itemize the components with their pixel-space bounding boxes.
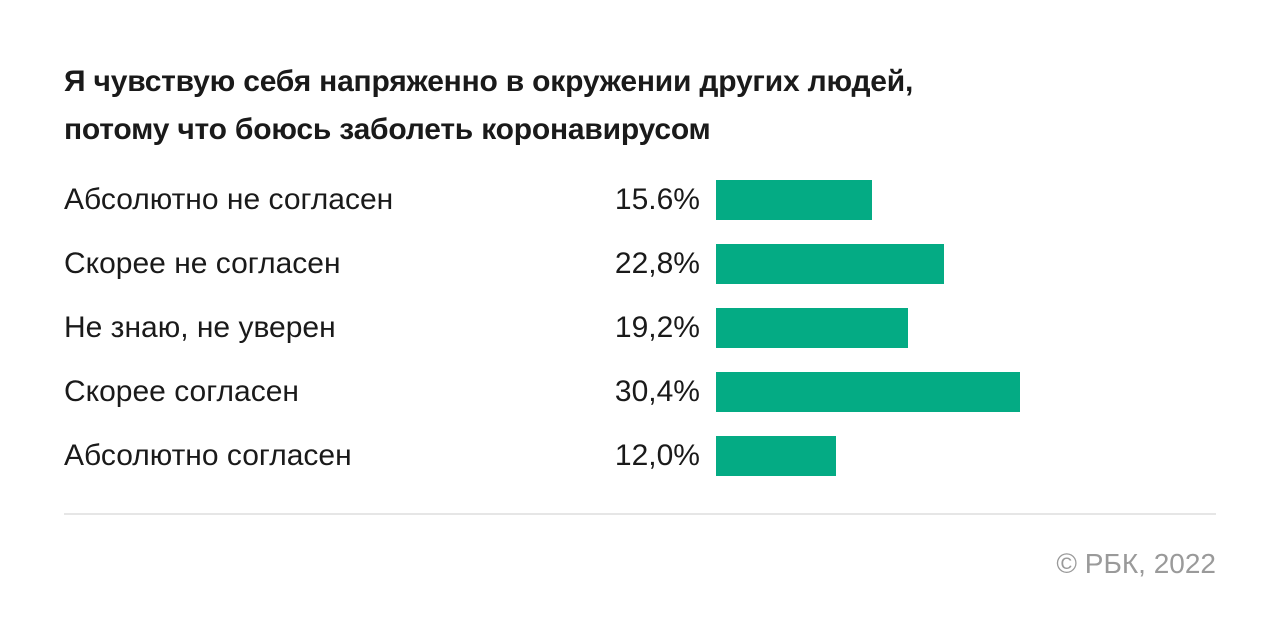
value-label: 12,0% [614,439,700,472]
divider [64,513,1216,515]
copyright-credit: © РБК, 2022 [1056,548,1216,579]
bar-row: Скорее не согласен 22,8% [0,244,1280,284]
chart-title-line-1: Я чувствую себя напряженно в окружении д… [64,65,914,98]
bar-row: Скорее согласен 30,4% [0,372,1280,412]
bar [716,308,908,348]
bar [716,372,1020,412]
category-label: Абсолютно согласен [64,439,352,472]
category-label: Абсолютно не согласен [64,183,394,216]
category-label: Не знаю, не уверен [64,311,336,344]
bar-row: Абсолютно согласен 12,0% [0,436,1280,476]
bar [716,180,872,220]
value-label: 15.6% [614,183,700,216]
value-label: 19,2% [614,311,700,344]
category-label: Скорее не согласен [64,247,341,280]
chart-title: Я чувствую себя напряженно в окружении д… [64,58,1064,154]
bar [716,244,944,284]
bar [716,436,836,476]
value-label: 22,8% [614,247,700,280]
chart-title-line-2: потому что боюсь заболеть коронавирусом [64,113,711,146]
bar-row: Не знаю, не уверен 19,2% [0,308,1280,348]
bar-row: Абсолютно не согласен 15.6% [0,180,1280,220]
value-label: 30,4% [614,375,700,408]
category-label: Скорее согласен [64,375,299,408]
